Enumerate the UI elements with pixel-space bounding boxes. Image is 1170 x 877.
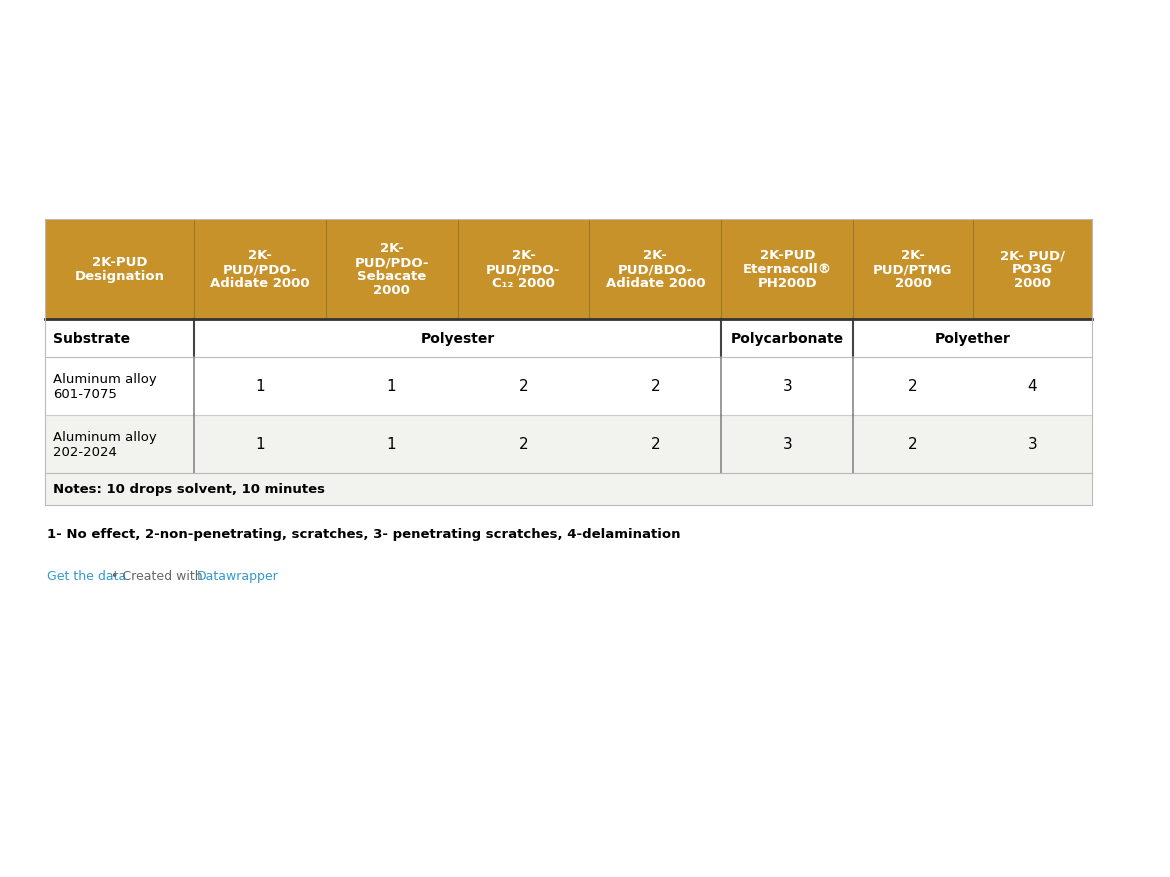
Text: PUD/PDO-: PUD/PDO- [487, 263, 560, 276]
Text: Sebacate: Sebacate [357, 270, 426, 283]
Text: Designation: Designation [75, 270, 164, 283]
Text: Aluminum alloy
202-2024: Aluminum alloy 202-2024 [53, 431, 157, 459]
Text: 2: 2 [908, 437, 917, 452]
Text: 2000: 2000 [373, 284, 410, 297]
Text: PUD/PDO-: PUD/PDO- [355, 256, 429, 269]
Text: 1: 1 [387, 379, 397, 394]
Bar [44, 416, 1092, 474]
Text: 2K-: 2K- [248, 249, 271, 262]
Text: 1: 1 [255, 437, 264, 452]
Text: 3: 3 [783, 379, 792, 394]
Text: 2K-PUD: 2K-PUD [91, 256, 147, 269]
Text: • Created with: • Created with [106, 569, 207, 582]
Text: Datawrapper: Datawrapper [197, 569, 278, 582]
Text: 1: 1 [255, 379, 264, 394]
Text: 2K- PUD/: 2K- PUD/ [1000, 249, 1065, 262]
Bar [44, 220, 1092, 319]
Text: 2: 2 [518, 437, 529, 452]
Text: PUD/BDO-: PUD/BDO- [618, 263, 693, 276]
Text: 2: 2 [651, 437, 660, 452]
Text: 1: 1 [387, 437, 397, 452]
Text: 3: 3 [783, 437, 792, 452]
Text: 1- No effect, 2-non-penetrating, scratches, 3- penetrating scratches, 4-delamina: 1- No effect, 2-non-penetrating, scratch… [47, 527, 681, 540]
Text: Adidate 2000: Adidate 2000 [606, 277, 706, 290]
Text: Eternacoll®: Eternacoll® [743, 263, 832, 276]
Text: 2K-: 2K- [901, 249, 925, 262]
Text: 2000: 2000 [895, 277, 931, 290]
Text: C₁₂ 2000: C₁₂ 2000 [493, 277, 555, 290]
Text: 2K-: 2K- [644, 249, 667, 262]
Text: 4: 4 [1027, 379, 1037, 394]
Text: PUD/PTMG: PUD/PTMG [873, 263, 952, 276]
Text: Polycarbonate: Polycarbonate [731, 332, 844, 346]
Text: Adidate 2000: Adidate 2000 [209, 277, 309, 290]
Text: 2: 2 [518, 379, 529, 394]
Text: 2K-: 2K- [511, 249, 536, 262]
Bar [44, 474, 1092, 505]
Text: 2K-: 2K- [379, 242, 404, 255]
Text: 3: 3 [1027, 437, 1037, 452]
Bar [44, 358, 1092, 416]
Text: Get the data: Get the data [47, 569, 126, 582]
Text: PO3G: PO3G [1012, 263, 1053, 276]
Text: 2K-PUD: 2K-PUD [759, 249, 815, 262]
Text: Polyether: Polyether [935, 332, 1011, 346]
Text: Substrate: Substrate [53, 332, 130, 346]
Text: PH200D: PH200D [757, 277, 817, 290]
Text: 2: 2 [651, 379, 660, 394]
Bar [44, 319, 1092, 358]
Text: PUD/PDO-: PUD/PDO- [222, 263, 297, 276]
Text: 2000: 2000 [1014, 277, 1051, 290]
Text: 2: 2 [908, 379, 917, 394]
Text: Aluminum alloy
601-7075: Aluminum alloy 601-7075 [53, 373, 157, 401]
Text: Notes: 10 drops solvent, 10 minutes: Notes: 10 drops solvent, 10 minutes [53, 483, 325, 496]
Text: Polyester: Polyester [420, 332, 495, 346]
